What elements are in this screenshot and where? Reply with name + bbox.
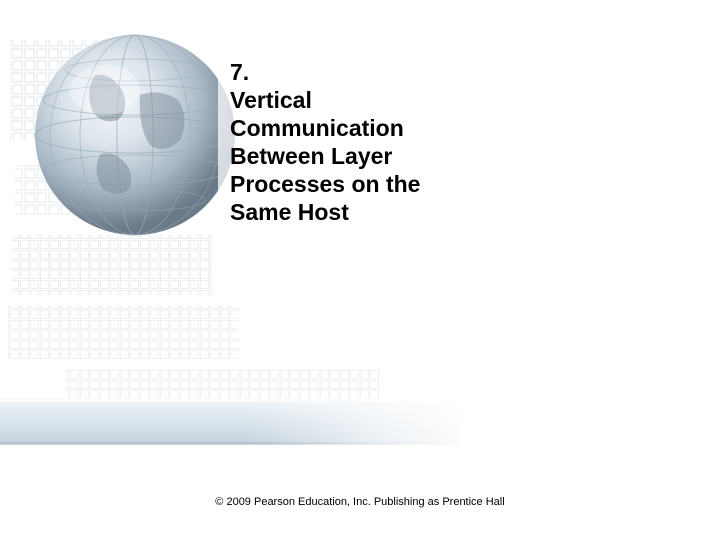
bar-fade (250, 398, 480, 448)
title-line-1: Vertical (230, 87, 312, 113)
slide-number: 7. (230, 59, 249, 85)
title-line-4: Processes on the (230, 171, 420, 197)
slide-title: 7. Vertical Communication Between Layer … (230, 58, 460, 226)
copyright-footer: © 2009 Pearson Education, Inc. Publishin… (0, 496, 720, 508)
grid-block-4 (8, 305, 238, 360)
globe-graphic (35, 35, 235, 235)
title-line-3: Between Layer (230, 143, 392, 169)
copyright-text: © 2009 Pearson Education, Inc. Publishin… (215, 496, 504, 508)
title-line-5: Same Host (230, 199, 349, 225)
grid-block-3 (12, 235, 212, 295)
title-line-2: Communication (230, 115, 404, 141)
